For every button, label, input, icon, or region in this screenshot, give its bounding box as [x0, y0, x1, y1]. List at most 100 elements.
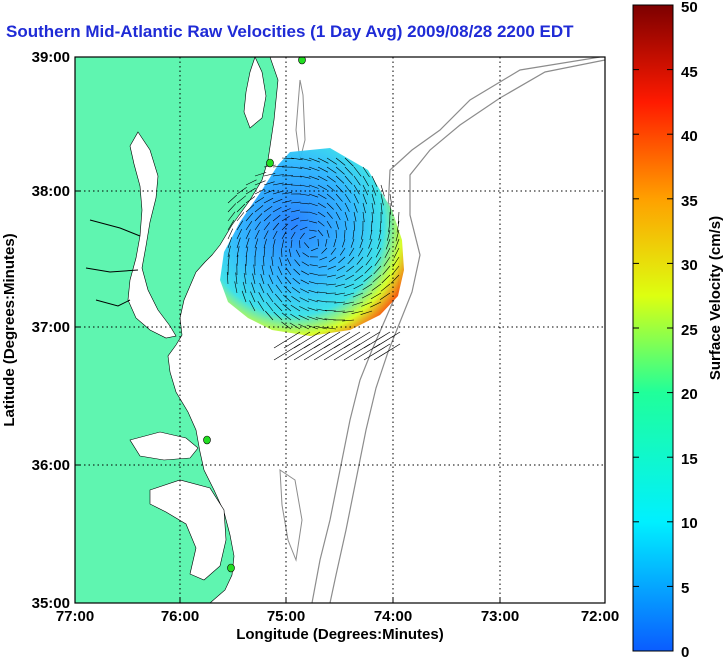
velocity-arrow [290, 224, 298, 231]
velocity-arrow [290, 201, 301, 204]
velocity-arrow [281, 192, 293, 195]
velocity-arrow [281, 200, 292, 204]
velocity-arrow [286, 257, 292, 267]
velocity-arrow [326, 166, 337, 174]
velocity-arrow [252, 273, 256, 285]
velocity-arrow [344, 157, 354, 167]
velocity-arrow [393, 247, 400, 259]
velocity-arrow [258, 292, 265, 303]
velocity-arrow [307, 316, 319, 321]
velocity-arrow [327, 265, 337, 270]
velocity-arrow [356, 256, 364, 265]
velocity-arrow [236, 212, 245, 222]
velocity-arrow [294, 259, 301, 267]
velocity-arrow [308, 211, 318, 215]
velocity-arrow [263, 230, 269, 240]
velocity-arrow [317, 220, 325, 227]
tick-marks [75, 190, 501, 603]
velocity-arrow [380, 193, 384, 206]
velocity-arrow [245, 255, 247, 267]
velocity-arrow [326, 193, 335, 201]
velocity-arrow [343, 343, 371, 361]
velocity-arrow [310, 247, 319, 252]
velocity-arrow [335, 166, 345, 175]
velocity-arrow [308, 193, 319, 198]
velocity-arrow [379, 220, 382, 232]
velocity-arrow [272, 190, 284, 195]
colorbar-tick-label: 0 [681, 644, 689, 659]
velocity-arrow [299, 202, 310, 205]
x-tick-label: 77:00 [56, 608, 94, 625]
velocity-arrow [285, 267, 292, 276]
velocity-arrow [317, 166, 329, 173]
grid [75, 57, 605, 603]
velocity-arrow [394, 238, 400, 250]
velocity-arrow [380, 202, 383, 215]
velocity-arrow [274, 302, 283, 312]
colorbar-tick-label: 20 [681, 386, 698, 403]
velocity-arrow [245, 204, 255, 213]
velocity-arrow [299, 219, 309, 222]
velocity-arrow [281, 321, 292, 330]
velocity-arrow [354, 274, 364, 282]
velocity-arrow [299, 306, 310, 312]
plot-frame [74, 56, 606, 604]
x-tick-label: 72:00 [581, 608, 619, 625]
velocity-arrow [335, 184, 344, 193]
bathymetry-contour [279, 469, 303, 562]
velocity-arrow [344, 184, 352, 194]
velocity-arrow [301, 270, 310, 276]
velocity-arrow [333, 343, 361, 361]
y-axis-label: Latitude (Degrees:Minutes) [1, 233, 18, 426]
velocity-arrow [361, 301, 373, 307]
velocity-arrow [227, 245, 231, 258]
velocity-arrow [254, 221, 261, 231]
velocity-arrow [263, 173, 276, 177]
velocity-arrow [368, 238, 373, 249]
velocity-arrow [371, 220, 373, 232]
velocity-arrow [380, 283, 391, 292]
velocity-arrow [254, 205, 264, 213]
delaware-bay [243, 57, 267, 129]
velocity-arrow [236, 254, 239, 267]
velocity-arrow [265, 301, 274, 312]
velocity-arrow [361, 292, 373, 299]
x-axis-label: Longitude (Degrees:Minutes) [236, 626, 444, 643]
velocity-arrow [309, 264, 319, 267]
colorbar-tick-label: 50 [681, 0, 698, 16]
velocity-arrow [227, 220, 235, 231]
velocity-arrow [242, 281, 247, 294]
colorbar-tick-label: 30 [681, 257, 698, 274]
velocity-arrow [373, 343, 401, 361]
velocity-arrow [245, 221, 253, 231]
velocity-arrow [370, 292, 382, 300]
velocity-arrow [362, 166, 370, 178]
colorbar-tick-label: 25 [681, 322, 698, 339]
velocity-arrow [317, 184, 328, 191]
colorbar [632, 4, 674, 652]
velocity-arrow [352, 301, 364, 306]
velocity-arrow [263, 247, 266, 258]
bathymetry-contour [329, 59, 605, 603]
velocity-arrow [250, 291, 256, 303]
land-mainland [75, 57, 279, 603]
velocity-arrow [353, 193, 359, 204]
velocity-arrow [292, 277, 301, 285]
velocity-arrow [389, 202, 391, 215]
velocity-arrow [281, 223, 289, 231]
velocity-arrow [281, 239, 284, 249]
velocity-arrow [227, 228, 234, 240]
velocity-arrow [324, 327, 337, 330]
velocity-arrow [295, 249, 301, 258]
velocity-arrow [253, 264, 256, 276]
velocity-arrow [235, 272, 238, 285]
velocity-arrow [261, 265, 265, 276]
velocity-arrow [260, 274, 265, 285]
velocity-arrow [326, 202, 334, 210]
velocity-vectors [226, 157, 400, 330]
y-tick-label: 39:00 [32, 49, 70, 66]
velocity-arrow [343, 292, 355, 297]
velocity-arrow [263, 214, 272, 222]
velocity-arrow [379, 292, 391, 300]
velocity-arrow [335, 193, 343, 202]
